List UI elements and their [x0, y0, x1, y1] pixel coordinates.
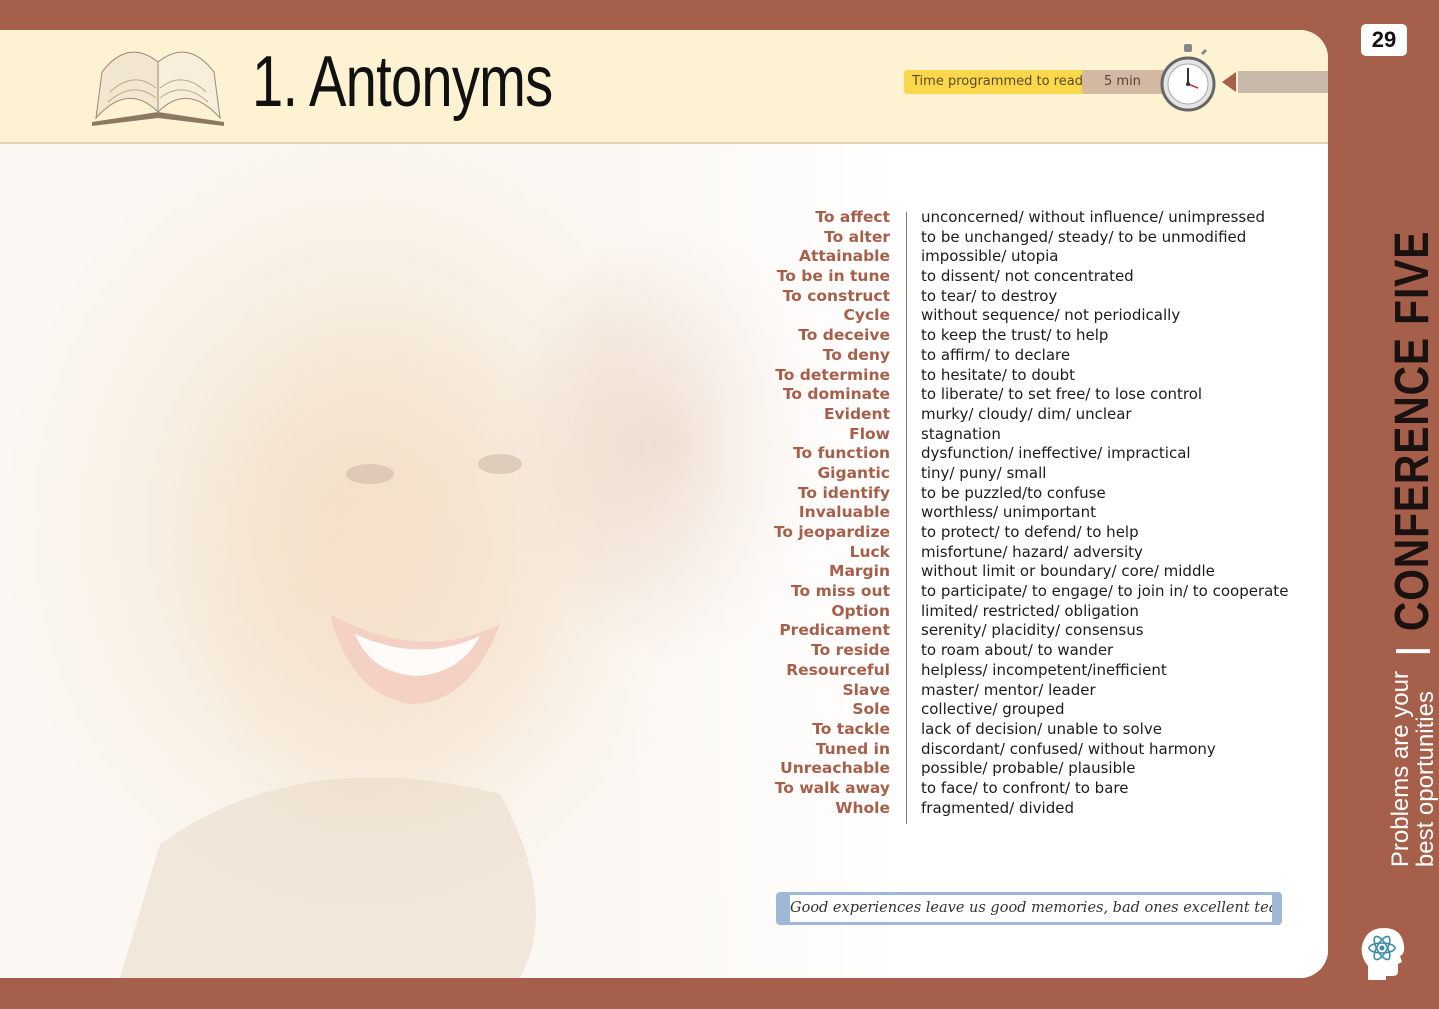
- vocab-word: Flow: [849, 424, 890, 443]
- vocab-word: Resourceful: [786, 660, 890, 679]
- time-value: 5 min: [1082, 70, 1174, 94]
- sidebar-separator: [1395, 649, 1430, 654]
- header: 1. Antonyms Time programmed to read: 5 m…: [0, 30, 1328, 144]
- antonym-entry: to tear/ to destroy: [921, 286, 1058, 305]
- arrow-left-icon: [1222, 72, 1236, 92]
- antonym-entry: stagnation: [921, 424, 1001, 443]
- column-divider: [906, 212, 907, 824]
- antonym-entry: collective/ grouped: [921, 700, 1065, 719]
- antonym-entry: to keep the trust/ to help: [921, 326, 1109, 345]
- antonym-entry: to roam about/ to wander: [921, 641, 1114, 660]
- open-book-icon: [92, 51, 224, 126]
- antonym-entry: helpless/ incompetent/inefficient: [921, 660, 1167, 679]
- vocab-word: To deceive: [798, 326, 890, 345]
- vocab-word: To jeopardize: [773, 523, 890, 541]
- antonym-entry: dysfunction/ ineffective/ impractical: [921, 444, 1191, 463]
- antonym-entry: master/ mentor/ leader: [921, 680, 1096, 699]
- word-column: To affect To alter Attainable To be in tune…: [640, 208, 890, 818]
- vocab-word: Predicament: [779, 621, 890, 640]
- vocab-word: To miss out: [791, 582, 890, 601]
- antonym-entry: murky/ cloudy/ dim/ unclear: [921, 404, 1132, 423]
- antonym-entry: discordant/ confused/ without harmony: [921, 739, 1216, 758]
- sidebar-subtitle: Problems are your best oportunities: [1386, 671, 1439, 868]
- vocab-word: Slave: [842, 680, 890, 699]
- time-label: Time programmed to read:: [904, 70, 1096, 94]
- vocab-word: Luck: [849, 542, 890, 561]
- vocab-word: Whole: [835, 798, 890, 817]
- antonym-entry: without sequence/ not periodically: [921, 306, 1181, 325]
- vocab-word: To dominate: [782, 385, 890, 404]
- antonym-entry: to participate/ to engage/ to join in/ t…: [921, 582, 1289, 601]
- vocab-word: Cycle: [843, 306, 891, 325]
- quote-text: Good experiences leave us good memories,…: [790, 895, 1272, 922]
- vocab-word: To affect: [815, 208, 890, 226]
- antonym-entry: to hesitate/ to doubt: [921, 365, 1075, 384]
- antonym-entry: to protect/ to defend/ to help: [921, 523, 1139, 541]
- vocab-word: Evident: [823, 404, 890, 423]
- vocab-word: Invaluable: [798, 503, 890, 522]
- head-atom-icon: [1361, 928, 1405, 980]
- antonym-entry: tiny/ puny/ small: [921, 463, 1047, 482]
- sidebar-title: Problems are your best oportunities CONF…: [1385, 160, 1439, 867]
- vocab-word: To walk away: [774, 778, 890, 797]
- antonym-entry: limited/ restricted/ obligation: [921, 601, 1139, 620]
- vocab-word: To be in tune: [776, 267, 890, 286]
- page-number: 29: [1361, 24, 1407, 56]
- antonym-entry: to liberate/ to set free/ to lose contro…: [921, 385, 1203, 404]
- vocab-word: To determine: [775, 365, 890, 384]
- antonym-column: unconcerned/ without influence/ unimpres…: [921, 208, 1301, 818]
- vocab-word: To construct: [782, 286, 890, 305]
- antonym-entry: serenity/ placidity/ consensus: [921, 621, 1144, 640]
- stopwatch-icon: [1160, 44, 1216, 112]
- antonym-entry: to be puzzled/to confuse: [921, 483, 1106, 502]
- antonym-entry: to face/ to confront/ to bare: [921, 778, 1129, 797]
- vocab-word: To alter: [824, 227, 890, 246]
- vocab-word: To tackle: [812, 719, 890, 738]
- vocab-word: Margin: [829, 562, 890, 581]
- sidebar-subtitle-line1: Problems are your: [1386, 671, 1414, 868]
- progress-bar: [1238, 71, 1328, 93]
- antonym-entry: to affirm/ to declare: [921, 345, 1071, 364]
- vocab-word: To deny: [822, 345, 890, 364]
- antonym-entry: to be unchanged/ steady/ to be unmodifie…: [921, 227, 1247, 246]
- vocab-word: Tuned in: [815, 739, 890, 758]
- vocab-word: To function: [793, 444, 890, 463]
- vocab-word: Sole: [852, 700, 890, 719]
- sidebar-subtitle-line2: best oportunities: [1411, 691, 1439, 868]
- background-photo: [0, 144, 1328, 978]
- vocab-word: To identify: [797, 483, 890, 502]
- antonym-entry: without limit or boundary/ core/ middle: [921, 562, 1215, 581]
- vocab-word: Gigantic: [817, 463, 890, 482]
- sidebar-chapter: CONFERENCE FIVE: [1386, 230, 1439, 632]
- antonym-entry: to dissent/ not concentrated: [921, 267, 1134, 286]
- antonym-entry: misfortune/ hazard/ adversity: [921, 542, 1143, 561]
- vocab-word: Attainable: [798, 247, 890, 266]
- antonym-entry: worthless/ unimportant: [921, 503, 1096, 522]
- antonym-entry: unconcerned/ without influence/ unimpres…: [921, 208, 1265, 226]
- antonym-entry: impossible/ utopia: [921, 247, 1059, 266]
- page: 1. Antonyms Time programmed to read: 5 m…: [0, 30, 1328, 978]
- antonym-entry: lack of decision/ unable to solve: [921, 719, 1162, 738]
- page-title: 1. Antonyms: [252, 42, 553, 122]
- vocab-word: Option: [831, 601, 890, 620]
- antonym-entry: possible/ probable/ plausible: [921, 759, 1136, 778]
- vocab-word: Unreachable: [780, 759, 890, 778]
- vocab-word: To reside: [811, 641, 890, 660]
- quote-box: Good experiences leave us good memories,…: [776, 892, 1282, 925]
- antonym-entry: fragmented/ divided: [921, 798, 1074, 817]
